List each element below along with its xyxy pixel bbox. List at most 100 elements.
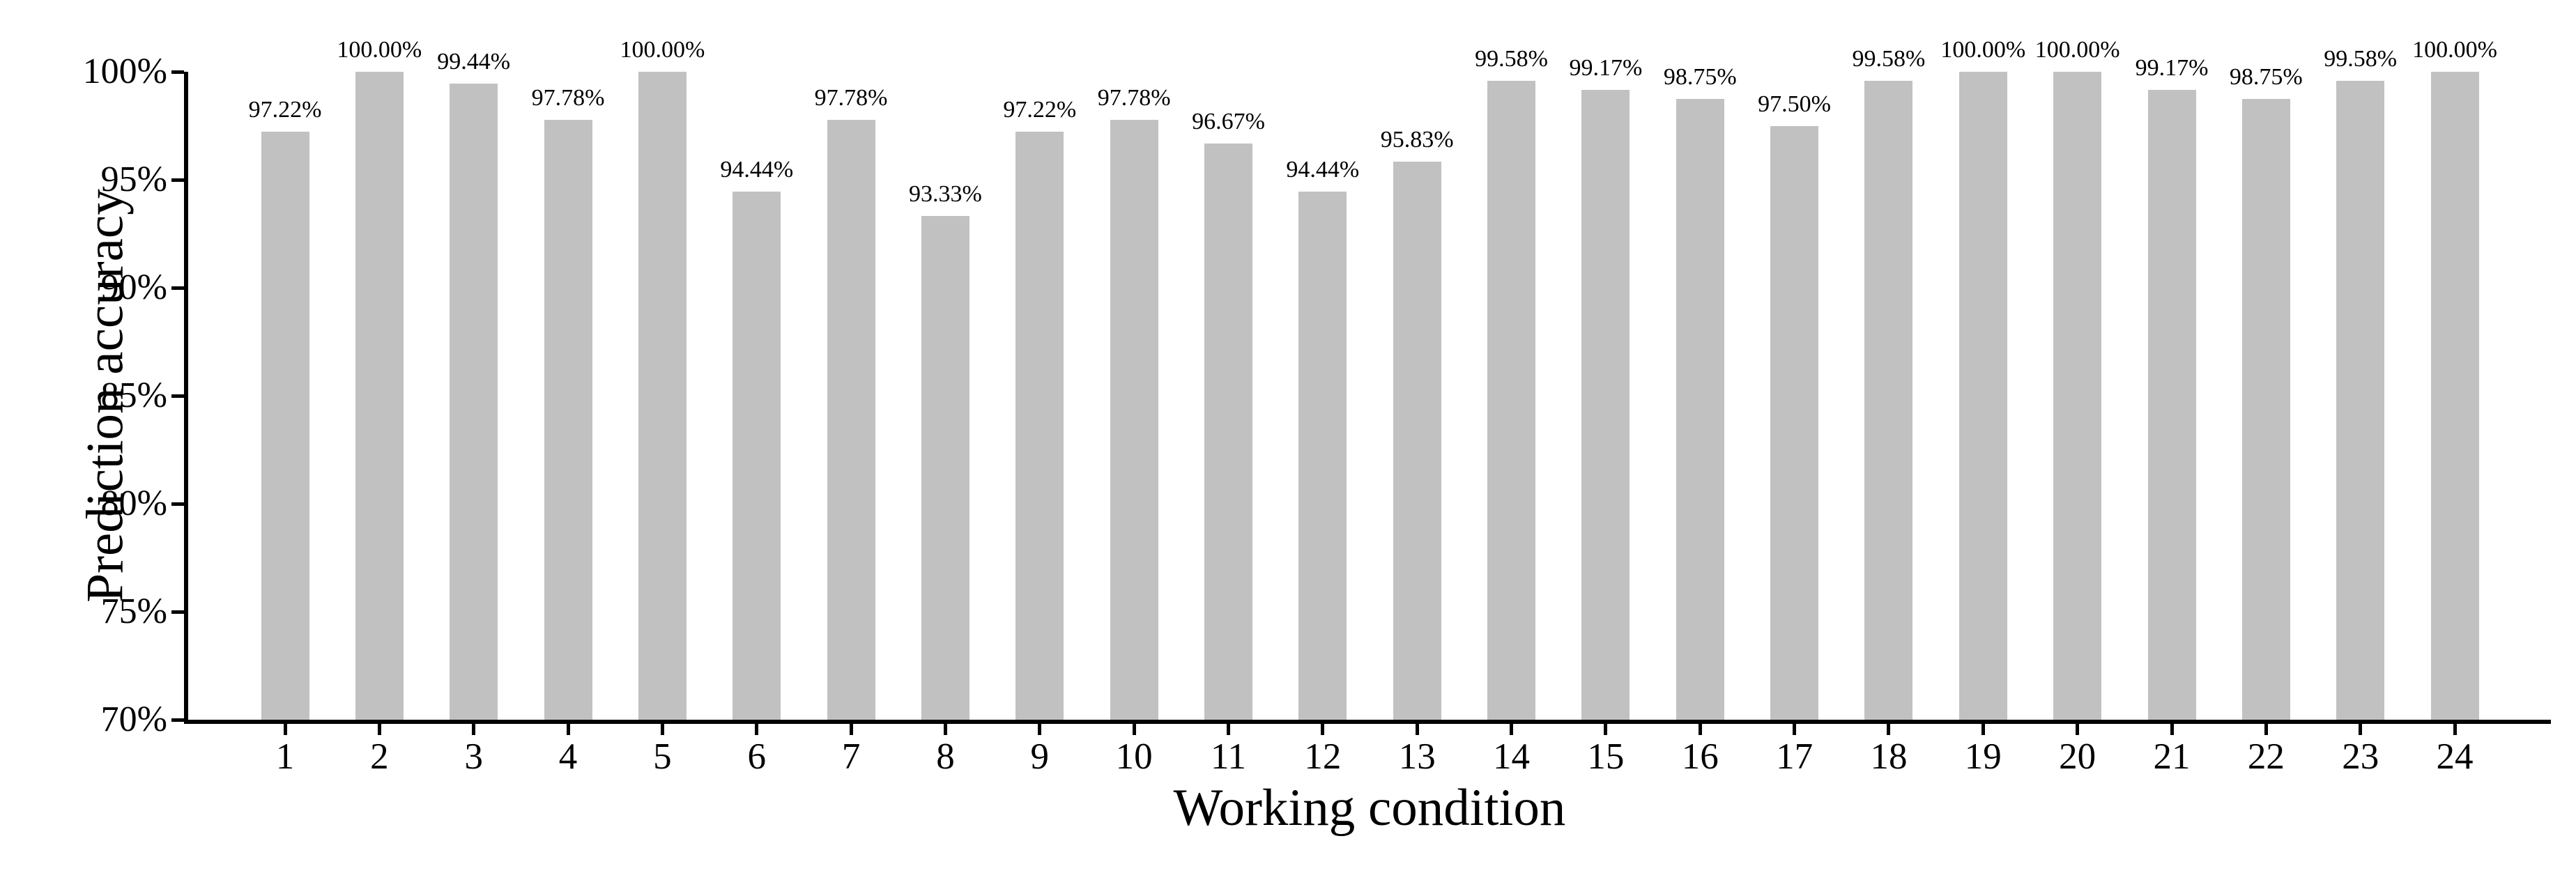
y-tick-mark <box>171 178 184 182</box>
bar <box>733 192 781 720</box>
x-tick-label: 5 <box>653 736 672 777</box>
bar-value-label: 99.17% <box>1569 54 1643 81</box>
x-tick-mark <box>755 724 759 735</box>
bar-value-label: 98.75% <box>1663 63 1737 90</box>
bar-value-label: 97.50% <box>1758 91 1832 117</box>
bar <box>1864 81 1913 720</box>
x-tick-label: 18 <box>1870 736 1908 777</box>
bar <box>1958 72 2007 720</box>
x-tick-mark <box>2453 724 2457 735</box>
bar <box>1015 132 1064 720</box>
x-tick-label: 24 <box>2436 736 2474 777</box>
bar-value-label: 99.44% <box>437 49 511 75</box>
x-tick-mark <box>566 724 570 735</box>
bar <box>2430 72 2479 720</box>
bar <box>1581 89 1630 720</box>
x-tick-label: 16 <box>1681 736 1719 777</box>
bar-value-label: 98.75% <box>2229 63 2303 90</box>
y-tick-mark <box>171 610 184 614</box>
bar <box>638 72 687 720</box>
bar <box>450 84 498 720</box>
bar <box>2336 81 2385 720</box>
bar-value-label: 94.44% <box>720 157 794 183</box>
y-tick-label: 100% <box>82 52 167 91</box>
bar <box>544 119 592 720</box>
bar <box>355 72 404 720</box>
x-tick-label: 12 <box>1304 736 1342 777</box>
bar <box>2147 89 2196 720</box>
y-tick-label: 90% <box>100 268 167 307</box>
y-tick-label: 95% <box>100 160 167 199</box>
x-tick-mark <box>472 724 476 735</box>
y-tick-mark <box>171 286 184 290</box>
y-tick-mark <box>171 502 184 506</box>
bar <box>2053 72 2102 720</box>
bar-value-label: 97.22% <box>1003 97 1077 123</box>
x-tick-mark <box>2076 724 2080 735</box>
x-tick-mark <box>1887 724 1891 735</box>
bar-value-label: 95.83% <box>1380 127 1454 153</box>
bar-value-label: 97.78% <box>531 84 605 111</box>
bar-value-label: 97.78% <box>814 84 888 111</box>
x-tick-label: 22 <box>2247 736 2285 777</box>
x-tick-mark <box>660 724 664 735</box>
x-tick-label: 10 <box>1115 736 1153 777</box>
bar-value-label: 96.67% <box>1192 109 1265 135</box>
x-tick-mark <box>1321 724 1325 735</box>
bar <box>261 132 309 720</box>
bar-value-label: 100.00% <box>337 37 422 63</box>
x-tick-label: 4 <box>558 736 578 777</box>
plot-area: 97.22% 100.00% 99.44% 97.78% 100.00% 94.44% 97… <box>184 38 2551 724</box>
x-tick-mark <box>1510 724 1514 735</box>
x-tick-label: 8 <box>936 736 955 777</box>
x-tick-label: 14 <box>1493 736 1531 777</box>
bar <box>1676 98 1724 720</box>
y-tick-mark <box>171 394 184 398</box>
x-tick-label: 7 <box>841 736 861 777</box>
bar <box>1110 119 1158 720</box>
x-axis-title: Working condition <box>1173 779 1566 837</box>
y-tick-label: 80% <box>100 484 167 523</box>
x-tick-label: 23 <box>2342 736 2379 777</box>
bar-value-label: 99.58% <box>1475 46 1548 72</box>
bar <box>921 215 969 720</box>
y-tick-mark <box>171 718 184 722</box>
y-tick-mark <box>171 70 184 74</box>
x-tick-mark <box>2264 724 2268 735</box>
x-tick-mark <box>2170 724 2174 735</box>
bar <box>827 119 875 720</box>
bar <box>1204 144 1252 720</box>
bar-value-label: 100.00% <box>2412 37 2497 63</box>
y-tick-label: 75% <box>100 592 167 631</box>
x-tick-label: 19 <box>1964 736 2002 777</box>
x-tick-mark <box>1793 724 1797 735</box>
bar <box>1393 162 1441 720</box>
x-tick-label: 17 <box>1776 736 1814 777</box>
x-tick-mark <box>1415 724 1419 735</box>
bar-value-label: 100.00% <box>2034 37 2120 63</box>
bar-value-label: 99.17% <box>2135 54 2209 81</box>
y-tick-label: 70% <box>100 700 167 739</box>
x-tick-label: 3 <box>464 736 483 777</box>
x-tick-label: 20 <box>2059 736 2096 777</box>
y-tick-label: 85% <box>100 376 167 415</box>
bar-value-label: 100.00% <box>1940 37 2026 63</box>
bar-value-label: 93.33% <box>909 180 982 207</box>
x-tick-mark <box>1604 724 1608 735</box>
x-tick-label: 11 <box>1210 736 1247 777</box>
x-tick-mark <box>1227 724 1230 735</box>
x-tick-label: 15 <box>1587 736 1625 777</box>
x-tick-label: 6 <box>747 736 767 777</box>
x-tick-label: 21 <box>2153 736 2191 777</box>
x-tick-label: 2 <box>370 736 389 777</box>
x-tick-label: 13 <box>1398 736 1436 777</box>
bar-value-label: 97.78% <box>1097 84 1171 111</box>
x-tick-mark <box>1698 724 1702 735</box>
x-tick-mark <box>283 724 287 735</box>
bar <box>1298 192 1347 720</box>
x-tick-mark <box>1981 724 1985 735</box>
x-tick-mark <box>849 724 853 735</box>
bar <box>1770 125 1819 720</box>
bar-value-label: 100.00% <box>620 37 705 63</box>
